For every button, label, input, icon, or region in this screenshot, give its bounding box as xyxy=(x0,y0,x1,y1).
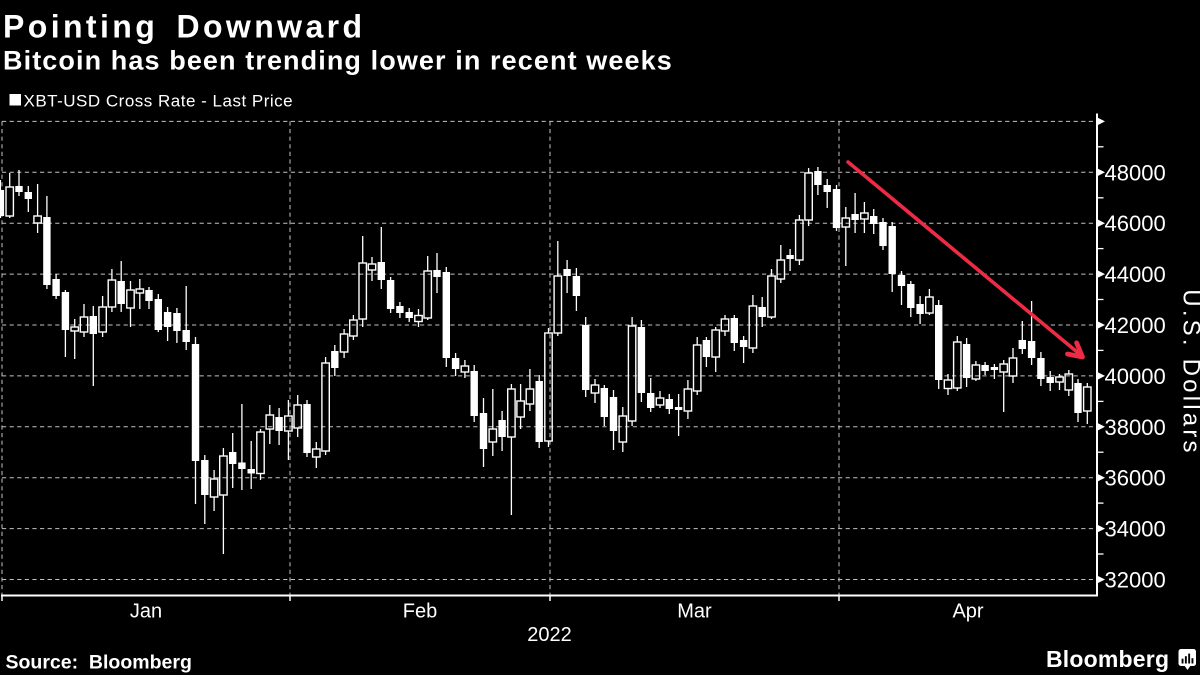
svg-text:44000: 44000 xyxy=(1105,262,1166,287)
svg-text:38000: 38000 xyxy=(1105,415,1166,440)
svg-text:Jan: Jan xyxy=(130,601,162,623)
svg-text:Source: Bloomberg: Source: Bloomberg xyxy=(6,652,192,674)
svg-text:32000: 32000 xyxy=(1105,568,1166,593)
svg-text:40000: 40000 xyxy=(1105,364,1166,389)
svg-text:46000: 46000 xyxy=(1105,211,1166,236)
svg-text:36000: 36000 xyxy=(1105,466,1166,491)
svg-text:48000: 48000 xyxy=(1105,160,1166,185)
svg-text:34000: 34000 xyxy=(1105,517,1166,542)
svg-text:Apr: Apr xyxy=(952,601,983,623)
svg-text:U.S. Dollars: U.S. Dollars xyxy=(1178,289,1200,455)
svg-text:Bitcoin has been trending lowe: Bitcoin has been trending lower in recen… xyxy=(3,46,673,76)
svg-text:Bloomberg: Bloomberg xyxy=(1046,646,1169,672)
svg-text:Mar: Mar xyxy=(677,601,712,623)
svg-text:Feb: Feb xyxy=(403,601,437,623)
svg-text:XBT-USD Cross Rate - Last Pric: XBT-USD Cross Rate - Last Price xyxy=(24,92,294,111)
svg-text:2022: 2022 xyxy=(527,624,572,646)
svg-text:42000: 42000 xyxy=(1105,313,1166,338)
svg-text:Pointing Downward: Pointing Downward xyxy=(3,9,365,45)
